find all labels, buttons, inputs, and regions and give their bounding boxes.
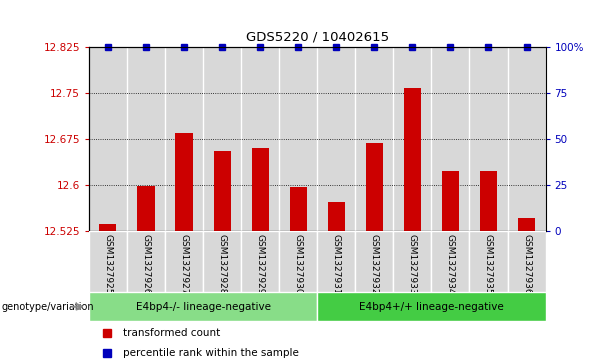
Bar: [432, 47, 470, 231]
Bar: [241, 47, 279, 231]
Bar: [165, 47, 203, 231]
Text: percentile rank within the sample: percentile rank within the sample: [123, 347, 299, 358]
Bar: [165, 231, 203, 292]
Text: GSM1327934: GSM1327934: [446, 234, 455, 294]
Text: GSM1327926: GSM1327926: [142, 234, 150, 294]
Bar: [213, 151, 230, 231]
Bar: [328, 202, 345, 231]
Bar: [480, 171, 497, 231]
Text: GSM1327927: GSM1327927: [180, 234, 189, 294]
Bar: [366, 143, 383, 231]
Title: GDS5220 / 10402615: GDS5220 / 10402615: [246, 30, 389, 43]
Bar: [470, 231, 508, 292]
Bar: [318, 231, 356, 292]
Bar: [279, 231, 318, 292]
Text: GSM1327932: GSM1327932: [370, 234, 379, 294]
Text: GSM1327933: GSM1327933: [408, 234, 417, 294]
Text: E4bp4+/+ lineage-negative: E4bp4+/+ lineage-negative: [359, 302, 504, 312]
Text: GSM1327931: GSM1327931: [332, 234, 341, 294]
Bar: [356, 231, 394, 292]
Text: GSM1327936: GSM1327936: [522, 234, 531, 294]
Bar: [89, 231, 127, 292]
Text: GSM1327928: GSM1327928: [218, 234, 227, 294]
Bar: [318, 292, 546, 321]
Bar: [241, 231, 279, 292]
Bar: [127, 231, 165, 292]
Text: GSM1327929: GSM1327929: [256, 234, 265, 294]
Bar: [394, 231, 432, 292]
Bar: [518, 218, 535, 231]
Text: GSM1327935: GSM1327935: [484, 234, 493, 294]
Text: transformed count: transformed count: [123, 328, 221, 338]
Bar: [508, 231, 546, 292]
Bar: [508, 47, 546, 231]
Text: genotype/variation: genotype/variation: [2, 302, 94, 312]
Bar: [175, 133, 192, 231]
Bar: [251, 148, 268, 231]
Text: GSM1327930: GSM1327930: [294, 234, 303, 294]
Bar: [127, 47, 165, 231]
Bar: [470, 47, 508, 231]
Bar: [89, 47, 127, 231]
Bar: [279, 47, 318, 231]
Bar: [356, 47, 394, 231]
Bar: [137, 186, 154, 231]
Bar: [203, 231, 241, 292]
Bar: [432, 231, 470, 292]
Bar: [394, 47, 432, 231]
Bar: [289, 187, 306, 231]
Bar: [404, 88, 421, 231]
Text: GSM1327925: GSM1327925: [104, 234, 112, 294]
Bar: [99, 224, 116, 231]
Bar: [318, 47, 356, 231]
Text: E4bp4-/- lineage-negative: E4bp4-/- lineage-negative: [135, 302, 270, 312]
Bar: [89, 292, 318, 321]
Bar: [442, 171, 459, 231]
Bar: [203, 47, 241, 231]
